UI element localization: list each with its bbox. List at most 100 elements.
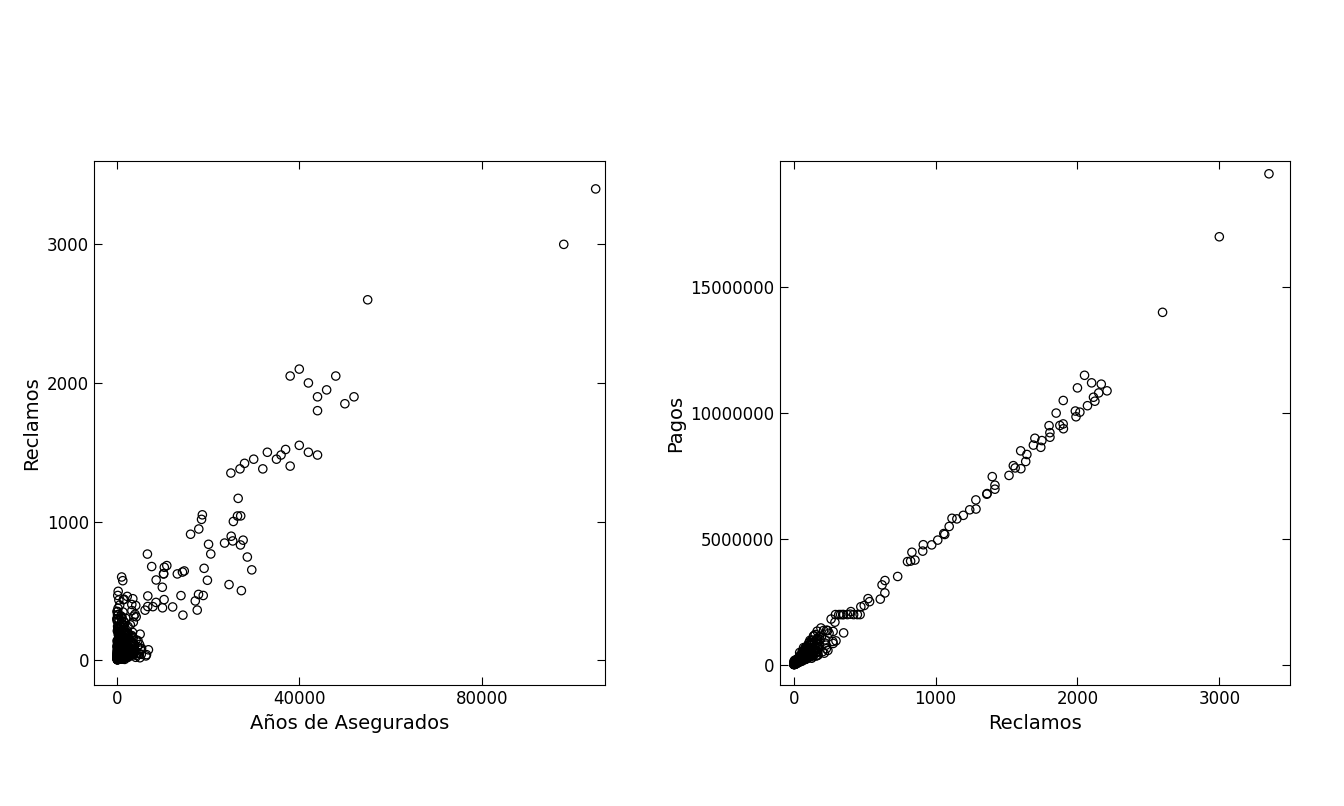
Point — [801, 636, 823, 649]
Point — [230, 463, 251, 476]
Point — [109, 639, 130, 652]
Point — [109, 637, 130, 650]
Point — [790, 650, 812, 663]
Point — [130, 644, 152, 657]
Point — [121, 630, 142, 643]
Point — [113, 636, 134, 649]
Point — [137, 643, 159, 656]
Point — [110, 650, 132, 663]
Point — [121, 598, 142, 611]
Point — [114, 651, 136, 664]
Point — [905, 554, 926, 567]
Point — [806, 642, 828, 655]
Point — [116, 646, 137, 659]
Point — [112, 638, 133, 651]
Point — [223, 515, 245, 528]
Point — [266, 453, 288, 466]
Point — [786, 654, 808, 667]
Point — [786, 654, 808, 667]
Point — [112, 574, 133, 587]
Point — [793, 653, 814, 666]
Point — [797, 651, 818, 664]
Point — [106, 652, 128, 665]
Point — [113, 593, 134, 606]
Point — [801, 652, 823, 665]
Point — [823, 625, 844, 638]
Point — [784, 657, 805, 670]
Point — [790, 652, 812, 665]
Point — [941, 512, 962, 525]
Point — [117, 634, 138, 646]
Point — [874, 574, 895, 587]
Point — [784, 658, 805, 671]
Point — [802, 649, 824, 662]
Point — [870, 592, 891, 605]
Point — [109, 628, 130, 641]
Point — [784, 658, 805, 671]
Point — [109, 648, 130, 661]
Point — [784, 658, 805, 671]
Point — [788, 655, 809, 668]
Point — [1024, 432, 1046, 445]
Point — [145, 596, 167, 609]
Point — [108, 628, 129, 641]
Point — [152, 581, 173, 594]
Point — [109, 629, 130, 642]
Point — [113, 639, 134, 652]
Point — [118, 650, 140, 663]
Point — [106, 648, 128, 661]
Point — [110, 651, 132, 664]
Point — [106, 613, 128, 625]
Point — [784, 658, 805, 671]
Point — [113, 638, 134, 651]
Point — [241, 563, 262, 576]
Point — [1097, 384, 1118, 397]
Point — [112, 612, 133, 625]
Point — [1050, 419, 1071, 432]
Point — [108, 644, 129, 657]
Point — [243, 453, 265, 466]
Point — [813, 624, 835, 637]
Point — [112, 646, 133, 659]
Point — [306, 390, 328, 403]
Point — [1030, 441, 1051, 454]
Point — [234, 457, 255, 470]
Point — [200, 547, 222, 560]
Point — [786, 655, 808, 668]
Point — [786, 654, 808, 667]
Point — [794, 650, 816, 663]
Point — [110, 651, 132, 664]
Point — [108, 653, 129, 666]
Point — [108, 634, 129, 646]
Point — [172, 609, 194, 621]
Point — [785, 656, 806, 669]
Point — [938, 520, 960, 533]
Point — [108, 637, 129, 650]
Point — [112, 651, 133, 664]
Point — [116, 649, 137, 662]
Point — [120, 642, 141, 655]
Point — [796, 652, 817, 665]
Point — [798, 642, 820, 655]
Point — [113, 637, 134, 650]
Point — [108, 647, 129, 660]
Point — [790, 653, 812, 666]
Point — [218, 578, 239, 591]
Point — [788, 654, 809, 667]
Point — [784, 657, 805, 670]
Point — [106, 646, 128, 659]
Point — [110, 652, 132, 665]
Point — [840, 608, 862, 621]
Point — [316, 384, 337, 397]
Point — [118, 635, 140, 648]
Point — [124, 644, 145, 657]
Point — [109, 648, 130, 661]
Point — [106, 651, 128, 664]
Point — [153, 561, 175, 574]
Point — [798, 650, 820, 663]
X-axis label: Años de Asegurados: Años de Asegurados — [250, 713, 449, 733]
Point — [109, 640, 130, 653]
Point — [120, 629, 141, 642]
Point — [785, 656, 806, 669]
Point — [108, 640, 129, 653]
